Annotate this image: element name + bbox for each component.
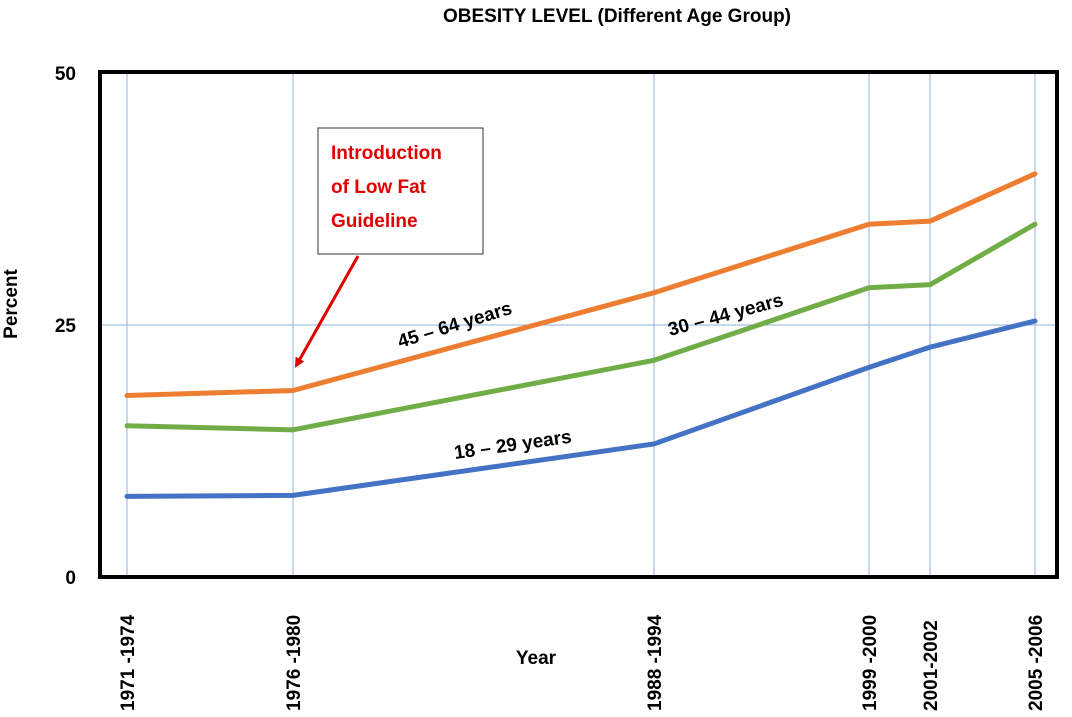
y-tick-label: 50 <box>55 64 76 85</box>
x-tick-label: 1988 -1994 <box>645 614 666 711</box>
labels: 0 25 50 1971 -1974 1976 -1980 1988 -1994 1999 … <box>55 64 1047 711</box>
annotation-text: of Low Fat <box>331 177 427 198</box>
x-axis-label: Year <box>516 648 557 669</box>
series-line <box>124 318 1038 499</box>
annotation-text: Guideline <box>331 211 418 232</box>
plot-frame <box>98 70 1059 579</box>
annotation: Introduction of Low Fat Guideline <box>331 143 442 232</box>
annotation-box <box>317 127 484 255</box>
annotation-text: Introduction <box>331 143 442 164</box>
series-label: 30 – 44 years <box>666 290 786 341</box>
chart-title: OBESITY LEVEL (Different Age Group) <box>443 6 791 27</box>
series-line <box>124 171 1038 399</box>
lines <box>124 171 1038 499</box>
x-tick-label: 1976 -1980 <box>284 615 305 711</box>
annotation-arrow <box>294 255 360 368</box>
y-tick-label: 25 <box>55 316 77 337</box>
series-line <box>124 221 1038 433</box>
x-tick-label: 2005 -2006 <box>1026 615 1047 711</box>
grid <box>100 72 1057 578</box>
y-axis-label: Percent <box>1 268 22 338</box>
x-tick-label: 1999 -2000 <box>860 615 881 711</box>
x-tick-label: 1971 -1974 <box>118 614 139 711</box>
y-tick-label: 0 <box>65 568 76 589</box>
x-tick-label: 2001-2002 <box>921 620 942 711</box>
